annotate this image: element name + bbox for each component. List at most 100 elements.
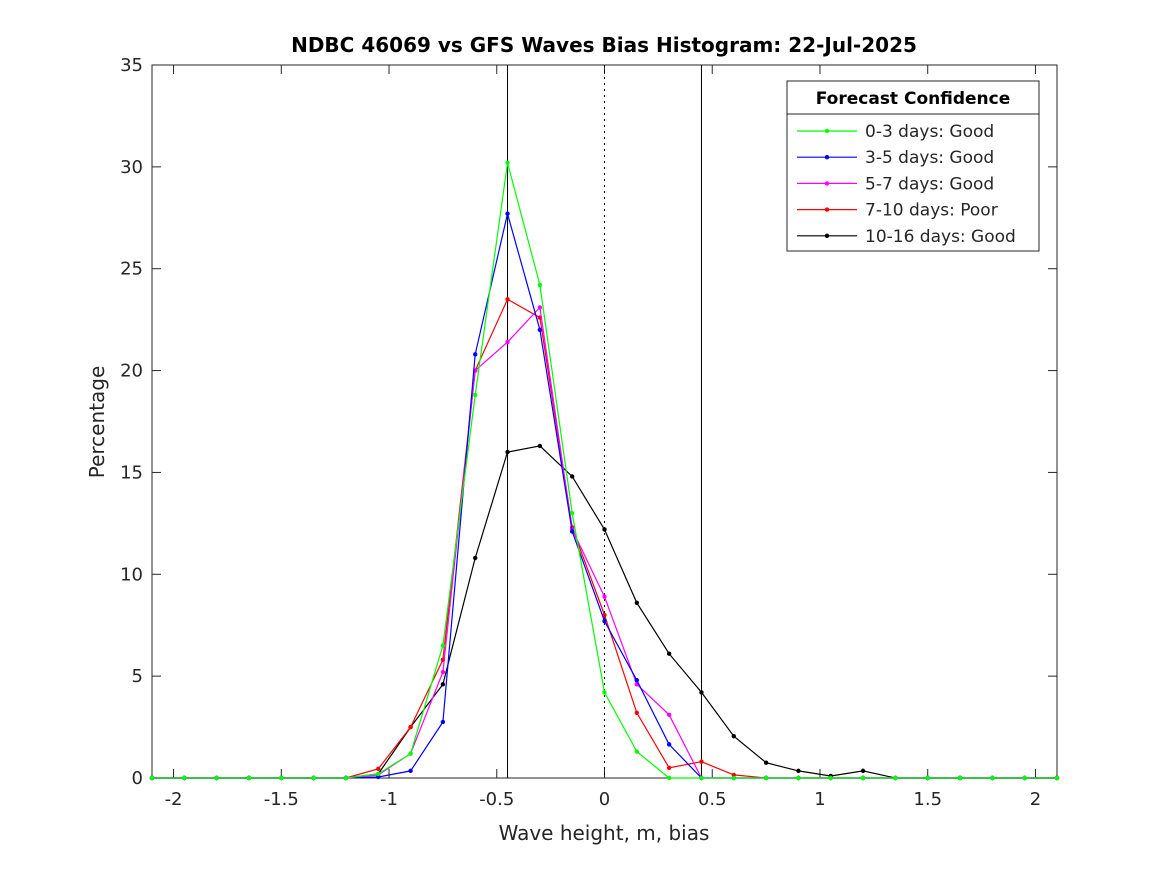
series-point-3	[731, 772, 736, 778]
series-point-1	[602, 618, 607, 624]
x-tick-label: 0.5	[698, 789, 727, 810]
legend-entry-label: 3-5 days: Good	[865, 148, 994, 168]
y-tick-label: 0	[132, 768, 143, 789]
series-point-0	[796, 775, 801, 781]
x-tick-label: -1	[380, 789, 398, 810]
series-point-0	[537, 282, 543, 288]
series-point-0	[699, 775, 704, 781]
series-point-4	[569, 474, 575, 479]
series-point-1	[569, 529, 575, 534]
series-point-3	[408, 724, 413, 730]
series-point-0	[763, 775, 769, 781]
series-point-2	[440, 669, 446, 675]
series-point-0	[505, 160, 510, 165]
series-point-4	[473, 555, 478, 561]
series-point-0	[731, 775, 736, 781]
x-tick-label: -2	[165, 789, 183, 810]
x-tick-label: 1	[814, 789, 825, 810]
series-point-0	[1022, 775, 1027, 781]
series-point-4	[602, 527, 607, 532]
x-tick-label: -0.5	[479, 789, 514, 810]
x-tick-label: 0	[599, 789, 610, 810]
legend: Forecast Confidence 0-3 days: Good 3-5 day…	[786, 80, 1040, 252]
series-point-0	[957, 775, 963, 781]
x-tick-label: 1.5	[913, 789, 942, 810]
series-point-1	[408, 768, 413, 774]
legend-entry-label: 10-16 days: Good	[865, 227, 1016, 247]
legend-entry-label: 7-10 days: Poor	[865, 201, 998, 221]
y-tick-label: 10	[120, 564, 143, 585]
series-point-0	[408, 751, 413, 756]
series-point-0	[990, 775, 995, 781]
series-point-4	[537, 443, 543, 449]
series-point-1	[505, 211, 510, 216]
y-tick-label: 5	[132, 666, 143, 687]
series-point-1	[634, 678, 640, 683]
series-point-4	[860, 768, 866, 774]
series-point-4	[731, 734, 736, 739]
series-point-0	[279, 775, 284, 781]
series-point-1	[440, 719, 446, 725]
series-point-0	[376, 771, 381, 777]
series-point-0	[473, 392, 478, 398]
series-point-1	[666, 742, 672, 747]
series-point-1	[473, 352, 478, 357]
legend-swatch-marker	[824, 181, 830, 186]
series-point-0	[149, 775, 155, 781]
series-point-0	[925, 775, 930, 781]
series-point-2	[505, 339, 510, 345]
series-point-4	[440, 682, 446, 687]
legend-swatch-marker	[824, 207, 830, 212]
series-point-2	[537, 305, 543, 310]
y-axis-label: Percentage	[85, 366, 109, 479]
series-point-3	[602, 612, 607, 618]
legend-swatch-marker	[824, 155, 830, 160]
series-point-4	[505, 449, 510, 455]
series-point-1	[376, 774, 381, 780]
y-tick-label: 30	[120, 157, 143, 178]
series-point-2	[666, 712, 672, 718]
chart-title: NDBC 46069 vs GFS Waves Bias Histogram: …	[291, 33, 917, 57]
series-point-0	[311, 775, 316, 781]
series-point-4	[666, 651, 672, 656]
series-point-0	[246, 775, 252, 781]
legend-swatch-marker	[824, 128, 830, 134]
series-point-1	[537, 327, 543, 333]
series-point-0	[182, 775, 187, 781]
series-point-0	[569, 510, 575, 516]
series-point-0	[440, 643, 446, 648]
series-point-0	[860, 775, 866, 781]
series-point-0	[343, 775, 349, 781]
x-tick-label: -1.5	[264, 789, 299, 810]
series-point-0	[893, 775, 898, 781]
series-point-0	[1054, 775, 1060, 781]
y-tick-label: 35	[120, 55, 143, 76]
series-point-0	[828, 775, 833, 781]
series-point-0	[602, 690, 607, 695]
series-point-3	[634, 710, 640, 716]
series-point-3	[666, 765, 672, 771]
legend-entry-label: 0-3 days: Good	[865, 122, 994, 142]
series-point-2	[602, 594, 607, 599]
series-point-0	[666, 775, 672, 781]
series-point-4	[634, 600, 640, 606]
series-point-3	[505, 297, 510, 302]
y-tick-label: 15	[120, 462, 143, 483]
series-point-0	[634, 749, 640, 754]
x-tick-label: 2	[1030, 789, 1041, 810]
x-axis-label: Wave height, m, bias	[499, 821, 710, 845]
y-tick-label: 25	[120, 259, 143, 280]
legend-swatch-marker	[824, 233, 830, 238]
series-point-4	[763, 760, 769, 765]
series-point-4	[699, 690, 704, 695]
legend-entry-label: 5-7 days: Good	[865, 174, 994, 194]
legend-title: Forecast Confidence	[816, 89, 1011, 109]
y-tick-label: 20	[120, 361, 143, 382]
series-point-0	[214, 775, 219, 781]
series-point-3	[699, 759, 704, 764]
series-point-4	[796, 768, 801, 774]
series-point-3	[376, 766, 381, 772]
